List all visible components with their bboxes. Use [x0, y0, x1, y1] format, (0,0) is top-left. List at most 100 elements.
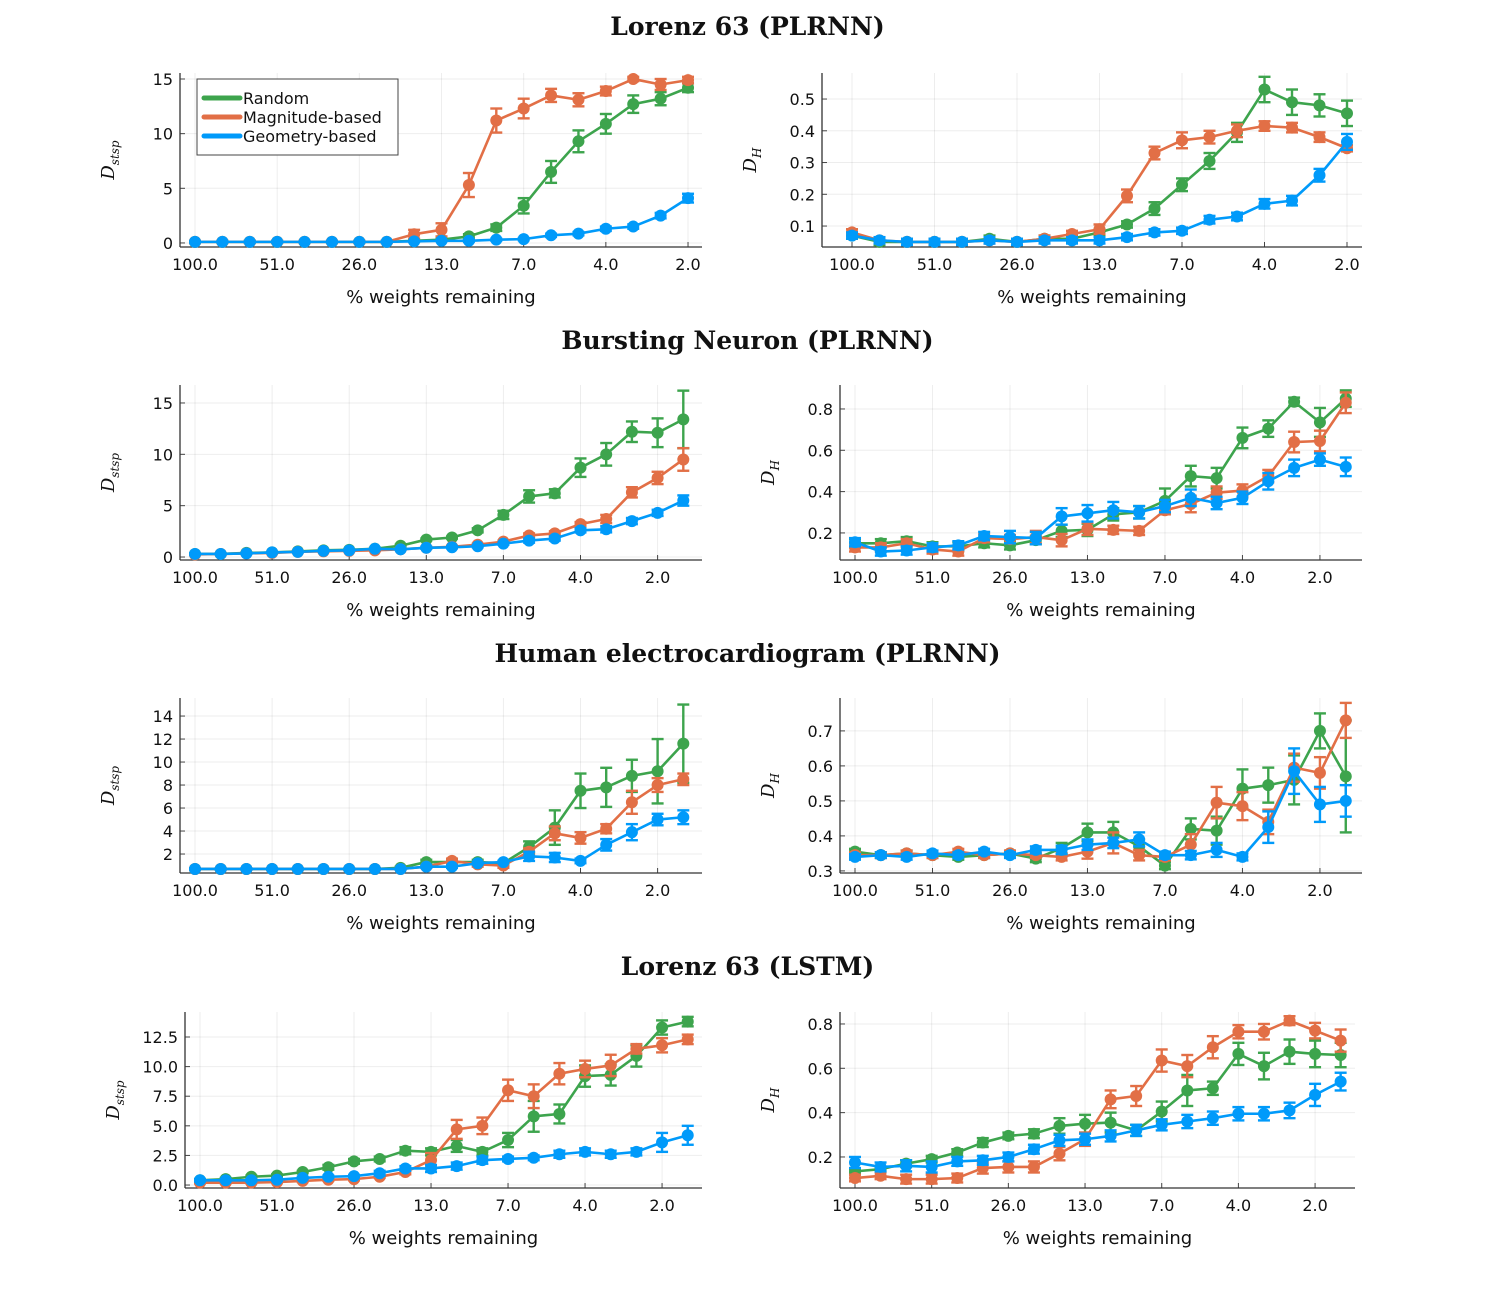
data-point — [1181, 1084, 1194, 1097]
data-point — [1210, 472, 1223, 485]
data-point — [425, 1162, 438, 1175]
y-tick-label: 0 — [163, 234, 173, 253]
data-point — [677, 773, 690, 786]
x-tick-label: 2.0 — [1302, 1196, 1327, 1215]
data-point — [1181, 1060, 1194, 1073]
data-point — [1236, 431, 1249, 444]
data-point — [517, 199, 530, 212]
data-point — [1121, 189, 1133, 202]
data-point — [266, 546, 279, 559]
x-tick-label: 51.0 — [254, 881, 290, 900]
data-point — [368, 542, 381, 555]
x-tick-label: 2.0 — [1334, 255, 1359, 274]
data-point — [1313, 453, 1326, 466]
data-point — [462, 234, 475, 247]
data-point — [849, 536, 861, 549]
x-tick-label: 7.0 — [1152, 568, 1177, 587]
data-point — [462, 179, 475, 192]
data-point — [1262, 779, 1275, 792]
y-tick-label: 0.3 — [808, 862, 833, 881]
legend-label: Magnitude-based — [243, 108, 382, 127]
x-tick-label: 2.0 — [645, 568, 670, 587]
data-point — [1288, 436, 1301, 449]
data-point — [1309, 1088, 1322, 1101]
data-point — [1236, 800, 1249, 813]
data-point — [874, 545, 887, 558]
data-point — [579, 1145, 592, 1158]
y-tick-label: 0.0 — [153, 1176, 178, 1195]
data-point — [523, 534, 536, 547]
x-tick-label: 7.0 — [1169, 255, 1194, 274]
subplot-3: 100.0 51.0 26.0 13.0 7.0 4.0 2.0 0 5 10 15 % weight… — [98, 385, 702, 621]
y-tick-label: 15 — [153, 394, 173, 413]
data-point — [517, 102, 530, 115]
x-tick-label: 51.0 — [259, 1196, 295, 1215]
y-axis-label-main: D — [98, 165, 119, 181]
x-tick-label: 100.0 — [172, 568, 218, 587]
x-axis-label: % weights remaining — [1006, 913, 1196, 934]
data-point — [1104, 1093, 1117, 1106]
data-point — [373, 1152, 386, 1165]
data-point — [373, 1167, 386, 1180]
series-random — [189, 703, 690, 875]
data-point — [1148, 147, 1161, 160]
data-point — [317, 544, 330, 557]
data-point — [849, 1156, 861, 1169]
data-point — [1210, 843, 1223, 856]
x-tick-label: 51.0 — [915, 568, 951, 587]
data-point — [1341, 107, 1353, 120]
data-point — [900, 850, 913, 863]
x-tick-label: 7.0 — [511, 255, 536, 274]
x-tick-label: 4.0 — [1230, 568, 1255, 587]
data-point — [656, 1136, 669, 1149]
data-point — [291, 545, 304, 558]
data-point — [420, 533, 433, 546]
data-point — [600, 513, 613, 526]
data-point — [1002, 1150, 1015, 1163]
y-axis-label: DH — [740, 147, 764, 173]
data-point — [1053, 1119, 1066, 1132]
y-axis-label-subscript: H — [768, 773, 782, 785]
x-tick-label: 7.0 — [1152, 881, 1177, 900]
data-point — [1121, 231, 1133, 244]
data-point — [849, 1172, 861, 1185]
data-point — [1184, 838, 1197, 851]
x-tick-label: 100.0 — [177, 1196, 223, 1215]
data-point — [399, 1162, 412, 1175]
data-point — [1038, 234, 1051, 247]
data-point — [219, 1174, 232, 1187]
data-point — [1232, 1025, 1245, 1038]
data-point — [1003, 531, 1016, 544]
data-point — [1258, 120, 1271, 133]
y-axis-label: Dstsp — [103, 1080, 127, 1121]
data-point — [189, 862, 201, 875]
y-axis-label-subscript: stsp — [108, 140, 122, 165]
data-point — [978, 845, 991, 858]
data-point — [322, 1161, 335, 1174]
data-point — [1053, 1147, 1066, 1160]
data-point — [900, 1159, 913, 1172]
data-point — [408, 235, 421, 248]
x-tick-label: 13.0 — [1070, 568, 1106, 587]
data-point — [266, 862, 279, 875]
y-tick-label: 10 — [153, 125, 173, 144]
data-point — [654, 78, 667, 91]
data-point — [1133, 524, 1146, 537]
data-point — [1309, 1024, 1322, 1037]
x-tick-label: 4.0 — [568, 881, 593, 900]
data-point — [1313, 798, 1326, 811]
y-tick-label: 0.8 — [808, 400, 833, 419]
data-point — [240, 547, 253, 560]
data-point — [1130, 1090, 1143, 1103]
data-point — [490, 233, 503, 246]
y-tick-label: 2.5 — [153, 1146, 178, 1165]
series-random — [194, 1015, 694, 1187]
data-point — [1176, 178, 1188, 191]
y-tick-label: 10 — [153, 445, 173, 464]
x-tick-label: 100.0 — [832, 881, 878, 900]
data-point — [1158, 849, 1171, 862]
data-point — [243, 235, 256, 248]
y-axis-label-main: D — [103, 1105, 124, 1121]
data-point — [527, 1090, 540, 1103]
